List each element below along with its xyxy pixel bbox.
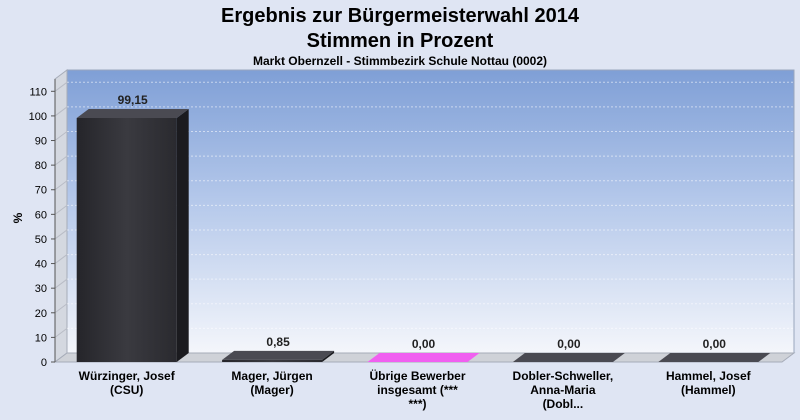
y-tick-label: 90 — [35, 136, 47, 148]
bar-value-label: 0,00 — [412, 337, 436, 351]
gridline-side — [54, 106, 68, 117]
bar-value-label: 0,00 — [703, 337, 727, 351]
x-tick-label: Dobler-Schweller, Anna-Maria (Dobl... — [513, 369, 614, 411]
gridline-side — [54, 131, 68, 141]
y-tick-label: 10 — [35, 332, 47, 344]
x-tick-label: Mager, Jürgen (Mager) — [231, 369, 312, 397]
y-tick-label: 20 — [35, 308, 47, 320]
bar: 0,00 — [512, 337, 625, 363]
y-tick-label: 30 — [35, 283, 47, 295]
gridline-side — [54, 155, 68, 166]
x-tick-label: Hammel, Josef (Hammel) — [666, 369, 752, 397]
x-axis: Würzinger, Josef (CSU) Mager, Jürgen (Mager… — [79, 368, 752, 411]
bar: 99,15 — [76, 93, 189, 362]
bar-top — [658, 353, 771, 362]
y-axis-label: % — [11, 212, 25, 223]
bar: 0,85 — [222, 335, 335, 362]
y-tick-label: 50 — [35, 234, 47, 246]
bar-side — [322, 350, 335, 362]
x-tick-label: Würzinger, Josef (CSU) — [79, 369, 176, 397]
bar-value-label: 0,00 — [557, 337, 581, 351]
bar-front — [76, 118, 177, 362]
gridline-side — [54, 327, 68, 338]
chart-subtitle: Markt Obernzell - Stimmbezirk Schule Not… — [253, 54, 547, 68]
bar-front — [222, 359, 323, 362]
gridline-side — [54, 81, 68, 92]
bar: 0,00 — [658, 337, 771, 363]
chart-title: Ergebnis zur Bürgermeisterwahl 2014 — [221, 5, 580, 27]
bar-side — [176, 109, 189, 362]
bar-top — [222, 350, 335, 360]
gridline-side — [54, 303, 68, 314]
gridline-side — [54, 278, 68, 289]
y-tick-label: 40 — [35, 259, 47, 271]
gridline-side — [54, 180, 68, 191]
bar-value-label: 0,85 — [266, 335, 290, 349]
y-tick-label: 110 — [29, 86, 47, 98]
bar-top — [367, 353, 480, 362]
y-tick-label: 60 — [35, 209, 47, 221]
bars: 99,15 0,85 0,00 0,00 0,00 — [76, 93, 771, 363]
x-tick-label: Übrige Bewerber insgesamt (*** ***) — [369, 368, 465, 411]
bar: 0,00 — [367, 337, 480, 363]
side-wall — [54, 69, 68, 363]
gridline-side — [54, 204, 68, 215]
bar-top — [76, 109, 189, 119]
gridline-side — [54, 254, 68, 264]
y-tick-label: 100 — [29, 111, 47, 123]
gridline-side — [54, 229, 68, 240]
chart-title-line2: Stimmen in Prozent — [307, 30, 494, 52]
y-tick-label: 80 — [35, 160, 47, 172]
y-axis: 0 10 20 30 40 50 60 70 80 90 100 110 — [29, 79, 56, 369]
bar-top — [512, 353, 625, 362]
y-tick-label: 0 — [41, 357, 47, 369]
bar-value-label: 99,15 — [118, 93, 148, 107]
y-tick-label: 70 — [35, 185, 47, 197]
